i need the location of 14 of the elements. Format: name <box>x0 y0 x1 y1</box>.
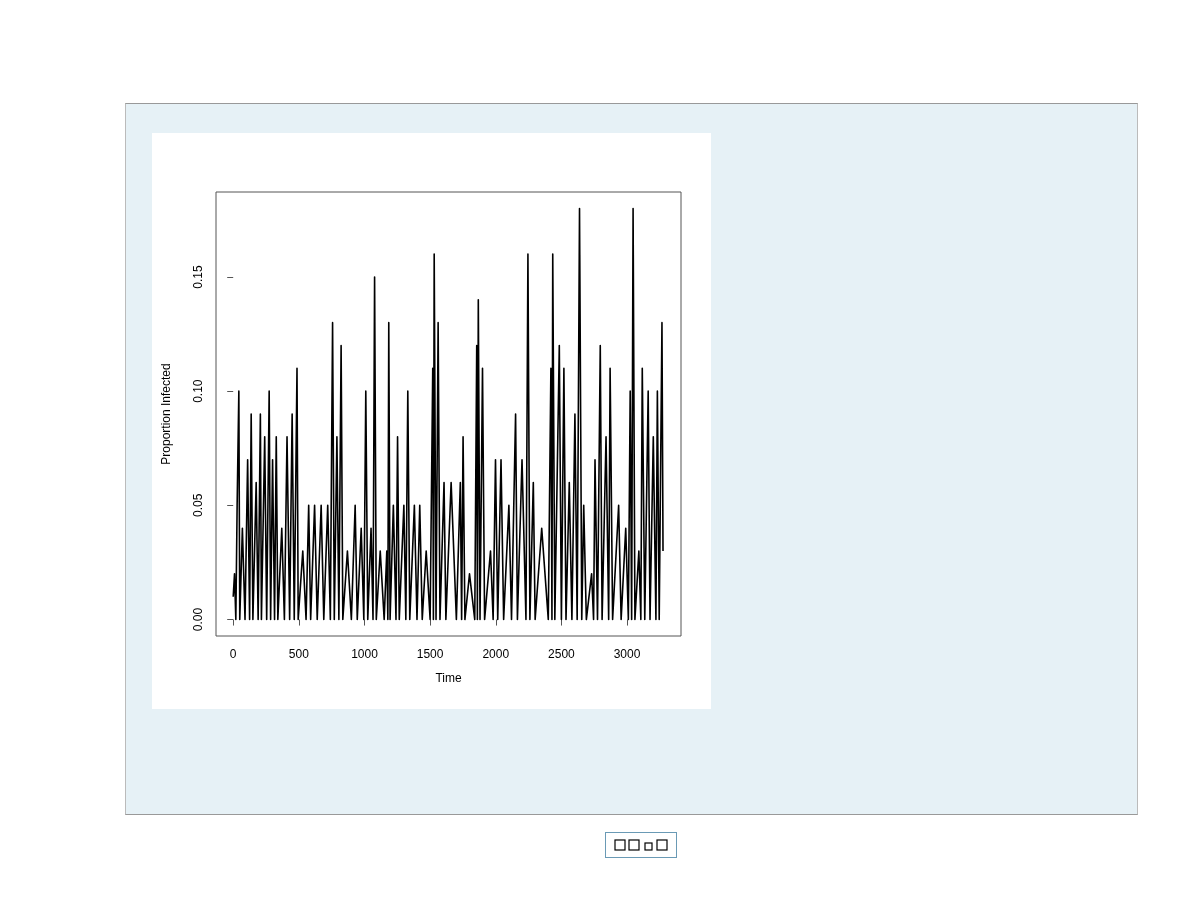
x-tick-label: 1500 <box>416 647 444 661</box>
y-tick-label: 0.00 <box>191 607 205 632</box>
y-tick-label: 0.05 <box>191 493 205 518</box>
x-tick-label: 3000 <box>613 647 641 661</box>
x-tick-label: 0 <box>229 647 237 661</box>
x-tick-label: 2500 <box>548 647 576 661</box>
line-series <box>232 207 664 621</box>
x-tick-label: 2000 <box>482 647 510 661</box>
y-axis-title: Proportion Infected <box>159 363 173 465</box>
x-axis-title: Time <box>435 671 462 685</box>
y-tick-label: 0.10 <box>191 379 205 403</box>
x-tick-label: 500 <box>288 647 310 661</box>
y-tick-label: 0.15 <box>191 264 205 289</box>
x-tick-label: 1000 <box>351 647 379 661</box>
